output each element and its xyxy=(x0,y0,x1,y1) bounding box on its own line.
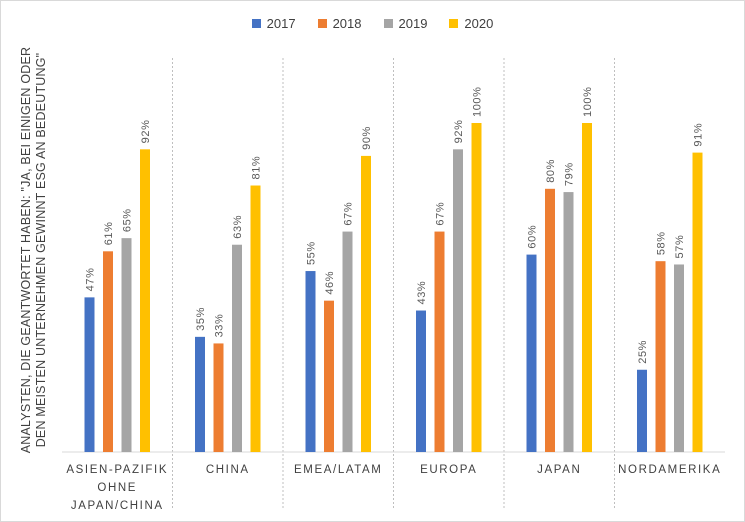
data-label: 81% xyxy=(250,156,262,180)
bar-2017 xyxy=(195,336,205,452)
category-label: EUROPA xyxy=(420,464,477,476)
legend-label-2017: 2017 xyxy=(266,16,296,31)
data-label: 47% xyxy=(84,268,96,292)
data-label: 43% xyxy=(416,281,428,305)
bar-2017 xyxy=(305,271,316,452)
legend-label-2019: 2019 xyxy=(398,16,428,31)
bar-2018 xyxy=(545,188,555,453)
bar-2017 xyxy=(416,310,426,452)
category-label: ASIEN-PAZIFIK xyxy=(66,464,168,476)
data-label: 80% xyxy=(545,159,557,183)
data-label: 55% xyxy=(305,241,317,265)
data-label: 100% xyxy=(471,86,483,117)
bar-2020 xyxy=(361,155,371,452)
legend-label-2020: 2020 xyxy=(464,16,494,31)
bar-2018 xyxy=(324,300,334,452)
bar-2020 xyxy=(140,149,150,452)
bar-2019 xyxy=(453,149,463,452)
bar-2017 xyxy=(637,369,647,452)
data-label: 67% xyxy=(342,202,354,226)
bar-2020 xyxy=(250,185,261,452)
category-label: JAPAN xyxy=(537,464,581,476)
bar-2019 xyxy=(563,192,574,452)
category-label: OHNE xyxy=(97,482,137,494)
legend-label-2018: 2018 xyxy=(332,16,362,31)
legend-swatch-2018 xyxy=(317,19,327,28)
data-label: 79% xyxy=(563,162,575,186)
bar-2018 xyxy=(213,343,224,452)
bar-2017 xyxy=(526,254,537,452)
bar-2020 xyxy=(692,152,703,453)
data-label: 25% xyxy=(637,340,649,364)
bar-2019 xyxy=(674,264,684,452)
category-label: EMEA/LATAM xyxy=(294,464,382,476)
bar-2019 xyxy=(121,238,132,452)
data-label: 91% xyxy=(692,123,704,147)
legend-swatch-2017 xyxy=(251,19,261,28)
data-label: 92% xyxy=(453,119,465,143)
data-label: 92% xyxy=(140,119,152,143)
data-label: 46% xyxy=(324,271,336,295)
data-label: 67% xyxy=(434,202,446,226)
bar-2018 xyxy=(434,231,445,452)
legend-item-2019: 2019 xyxy=(383,16,428,31)
data-label: 35% xyxy=(195,307,207,331)
data-label: 65% xyxy=(121,208,133,232)
legend-swatch-2020 xyxy=(449,19,459,28)
data-label: 61% xyxy=(103,221,115,245)
bar-2020 xyxy=(471,123,482,452)
chart-legend: 2017 2018 2019 2020 xyxy=(0,16,745,31)
data-label: 57% xyxy=(674,235,686,259)
data-label: 90% xyxy=(361,126,373,150)
bar-2018 xyxy=(103,251,113,452)
category-label: NORDAMERIKA xyxy=(618,464,721,476)
bar-2017 xyxy=(84,297,95,452)
data-label: 63% xyxy=(232,215,244,239)
legend-swatch-2019 xyxy=(383,19,393,28)
bar-2020 xyxy=(582,123,592,452)
bar-2019 xyxy=(232,244,242,452)
legend-item-2017: 2017 xyxy=(251,16,296,31)
data-label: 33% xyxy=(213,314,225,338)
data-label: 58% xyxy=(655,231,667,255)
data-label: 100% xyxy=(582,86,594,117)
bar-2019 xyxy=(342,231,353,452)
category-label: CHINA xyxy=(206,464,250,476)
legend-item-2020: 2020 xyxy=(449,16,493,31)
data-label: 60% xyxy=(526,225,538,249)
bar-2018 xyxy=(655,261,666,452)
legend-item-2018: 2018 xyxy=(317,16,362,31)
category-label: JAPAN/CHINA xyxy=(71,500,164,512)
